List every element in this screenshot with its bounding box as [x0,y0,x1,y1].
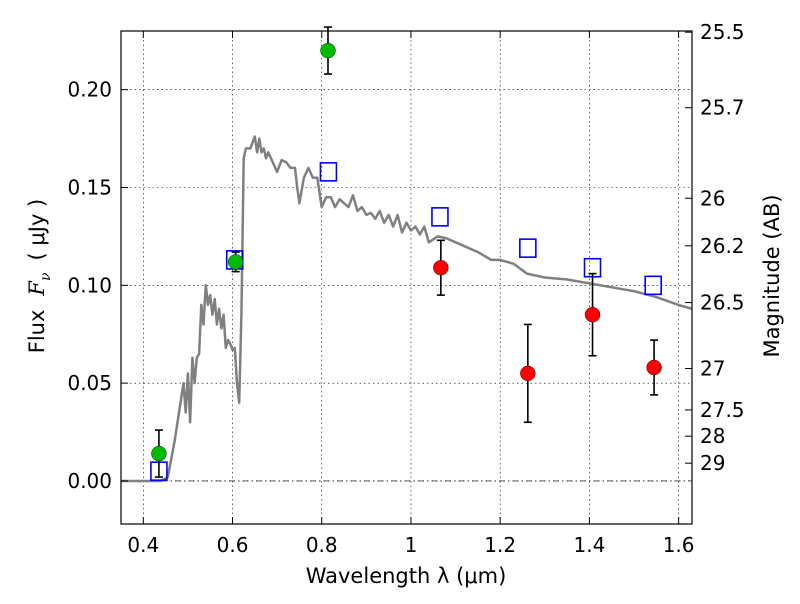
y-axis-label-prefix: Flux [25,310,49,354]
x-tick-label: 0.4 [127,533,159,557]
y-axis-magnitude: 25.5 25.7 26 26.2 26.5 27 27.528 29 [685,20,745,475]
plot-frame [120,30,693,525]
detection-point-green [151,445,167,462]
x-axis-label: Wavelength λ (μm) [306,564,507,588]
detection-point-green [227,254,244,270]
model-spectrum-line [121,135,693,483]
y-axis-label-symbol: F [25,280,49,297]
grid-layer [121,31,692,524]
magnitude-tick-label: 29 [700,451,725,475]
y-tick-label: 0.05 [67,371,112,395]
plot-layer [121,26,693,483]
x-tick-label: 1.2 [484,533,516,557]
magnitude-tick-label: 27.5 [700,398,745,422]
magnitude-tick-label: 26 [700,186,725,210]
y-axis-label: Flux Fν ( μJy ) [25,199,54,353]
detection-point-red [646,359,662,376]
model-photometry-square [519,238,537,258]
y-axis-label-units: ( μJy ) [25,199,49,261]
magnitude-tick-label: 27 [700,356,725,380]
model-photometry-square [319,162,338,182]
y-tick-label: 0.20 [67,78,112,102]
y-tick-label: 0.15 [67,176,112,200]
magnitude-tick-label: 26.2 [700,234,745,258]
detection-point-red [520,365,536,382]
detection-point-red [433,260,449,276]
x-tick-label: 0.6 [217,533,249,557]
detection-point-red [584,306,601,323]
y-axis-label-subscript: ν [38,272,54,281]
magnitude-tick-label: 25.7 [700,96,745,120]
x-axis: 0.4 0.6 0.8 1 1.2 1.4 1.6 [127,31,695,557]
model-photometry-square [644,275,662,296]
y-tick-label: 0.00 [67,469,112,493]
magnitude-tick-label: 26.5 [700,291,745,315]
y-axis-flux: 0.00 0.05 0.10 0.15 0.20 [67,78,128,493]
x-tick-label: 1.6 [663,533,695,557]
x-tick-label: 1.4 [573,533,605,557]
x-tick-label: 0.8 [306,533,338,557]
magnitude-tick-label: 25.5 [700,20,745,44]
detection-point-green [320,42,336,59]
y2-axis-label: Magnitude (AB) [760,194,784,357]
model-photometry-square [431,207,449,227]
magnitude-tick-label: 28 [700,424,725,448]
y-tick-label: 0.10 [67,273,112,297]
x-tick-label: 1 [405,533,418,557]
